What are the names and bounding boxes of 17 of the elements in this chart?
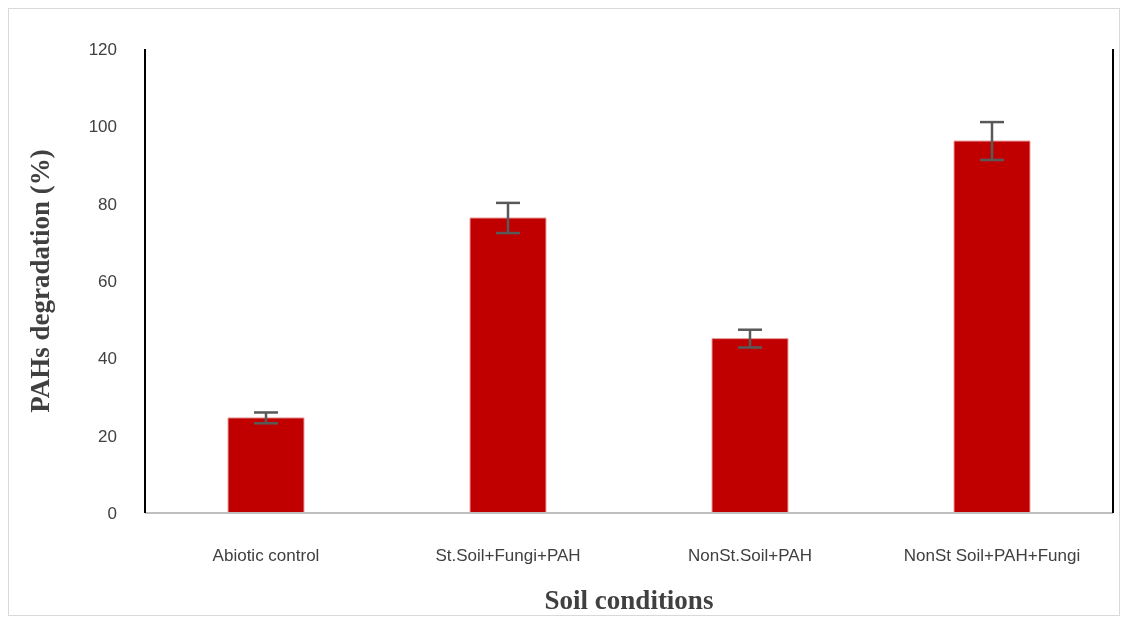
bar	[227, 417, 305, 513]
y-tick-label: 40	[98, 349, 117, 369]
y-tick-label: 0	[107, 504, 117, 524]
bar	[711, 338, 789, 513]
y-tick-label: 20	[98, 426, 117, 446]
x-tick-label: Abiotic control	[212, 546, 320, 566]
bar	[469, 217, 547, 513]
x-tick-label: St.Soil+Fungi+PAH	[435, 546, 581, 566]
x-tick-label: NonSt Soil+PAH+Fungi	[903, 546, 1081, 566]
y-tick-label: 120	[88, 40, 117, 60]
y-tick-label: 60	[98, 272, 117, 292]
x-tick-label: NonSt.Soil+PAH	[688, 546, 812, 566]
bar	[953, 140, 1031, 513]
x-axis-title: Soil conditions	[544, 585, 714, 615]
y-tick-label: 80	[98, 194, 117, 214]
y-axis-title: PAHs degradation (%)	[24, 149, 55, 413]
y-tick-label: 100	[88, 117, 117, 137]
